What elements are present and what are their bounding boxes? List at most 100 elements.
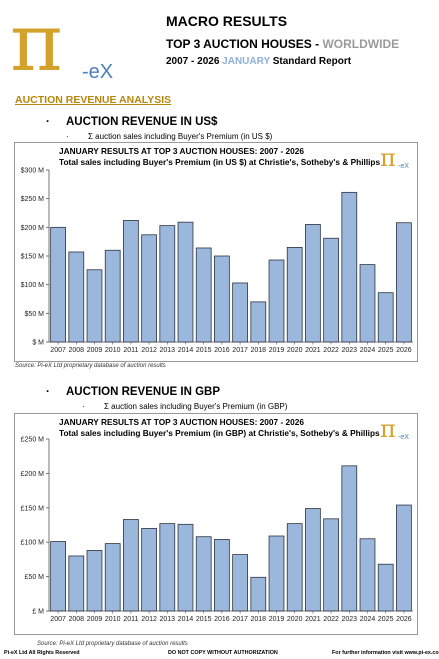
x-tick-label: 2025 bbox=[378, 616, 394, 623]
bar-2011 bbox=[123, 220, 139, 343]
gbp-subheading: Σ auction sales including Buyer's Premiu… bbox=[104, 402, 288, 411]
bar-2011 bbox=[123, 519, 139, 612]
x-tick-label: 2011 bbox=[123, 347, 138, 354]
y-tick-label: £200 M bbox=[21, 471, 45, 478]
y-tick-label: $ M bbox=[32, 340, 44, 347]
bar-2024 bbox=[359, 264, 376, 343]
gbp-chart-logo-symbol: π bbox=[380, 417, 396, 441]
x-tick-label: 2017 bbox=[232, 616, 248, 623]
footer-right[interactable]: For further information visit www.pi-ex.… bbox=[332, 650, 439, 656]
x-tick-label: 2025 bbox=[378, 347, 394, 354]
usd-heading-row: · AUCTION REVENUE IN US$ bbox=[46, 116, 217, 128]
y-tick-label: £50 M bbox=[25, 574, 45, 581]
bar-2013 bbox=[159, 523, 176, 612]
report-month: JANUARY bbox=[222, 56, 270, 67]
gbp-bullet: · bbox=[46, 386, 50, 398]
x-tick-label: 2009 bbox=[87, 616, 103, 623]
bar-2016 bbox=[214, 539, 230, 612]
bar-2018 bbox=[250, 576, 267, 612]
x-tick-label: 2026 bbox=[396, 347, 412, 354]
bar-2019 bbox=[268, 259, 285, 343]
x-tick-label: 2019 bbox=[269, 347, 285, 354]
usd-heading: AUCTION REVENUE IN US$ bbox=[66, 116, 218, 128]
x-tick-label: 2009 bbox=[87, 347, 103, 354]
usd-chart-logo: π -eX bbox=[380, 146, 409, 170]
gbp-heading-row: · AUCTION REVENUE IN GBP bbox=[46, 386, 220, 398]
x-tick-label: 2011 bbox=[123, 616, 138, 623]
page-title: MACRO RESULTS bbox=[166, 13, 288, 29]
logo-text: -eX bbox=[82, 61, 113, 83]
x-tick-label: 2016 bbox=[214, 616, 230, 623]
usd-chart-logo-symbol: π bbox=[380, 146, 396, 170]
bar-2015 bbox=[195, 247, 212, 343]
bar-2024 bbox=[359, 538, 376, 612]
x-tick-label: 2022 bbox=[323, 616, 339, 623]
gbp-chart-title-2: Total sales including Buyer's Premium (i… bbox=[59, 428, 380, 438]
bar-2021 bbox=[305, 224, 321, 343]
report-line: 2007 - 2026 JANUARY Standard Report bbox=[166, 56, 351, 67]
bar-2026 bbox=[396, 222, 412, 343]
gbp-chart-title-1: JANUARY RESULTS AT TOP 3 AUCTION HOUSES:… bbox=[59, 417, 304, 427]
x-tick-label: 2014 bbox=[178, 347, 194, 354]
gbp-subheading-row: · Σ auction sales including Buyer's Premi… bbox=[82, 402, 287, 411]
bar-2017 bbox=[232, 554, 248, 612]
bar-2007 bbox=[50, 226, 66, 343]
bar-2012 bbox=[141, 528, 157, 612]
y-tick-label: £ M bbox=[32, 609, 44, 616]
x-tick-label: 2015 bbox=[196, 616, 212, 623]
bar-2022 bbox=[323, 237, 339, 343]
x-tick-label: 2026 bbox=[396, 616, 412, 623]
bar-2010 bbox=[104, 543, 121, 612]
x-tick-label: 2010 bbox=[105, 616, 121, 623]
x-tick-label: 2008 bbox=[69, 616, 85, 623]
x-tick-label: 2012 bbox=[141, 616, 157, 623]
x-tick-label: 2022 bbox=[323, 347, 339, 354]
gbp-sub-bullet: · bbox=[82, 402, 85, 411]
gbp-bar-chart: £ M £50 M £100 M £150 M £200 M £250 M 2007 2008… bbox=[21, 437, 413, 623]
usd-subheading-row: · Σ auction sales including Buyer's Premi… bbox=[66, 132, 272, 141]
usd-source-note: Source: Pi-eX Ltd proprietary database o… bbox=[15, 363, 166, 369]
bar-2021 bbox=[305, 508, 321, 612]
bar-2007 bbox=[50, 541, 66, 612]
report-type: Standard Report bbox=[272, 56, 352, 67]
bar-2022 bbox=[323, 518, 339, 612]
gbp-chart-box: JANUARY RESULTS AT TOP 3 AUCTION HOUSES:… bbox=[14, 413, 418, 635]
bar-2019 bbox=[268, 535, 285, 612]
pi-ex-logo: π -eX bbox=[10, 4, 113, 84]
gbp-chart-logo: π -eX bbox=[380, 417, 409, 441]
usd-sub-bullet: · bbox=[66, 132, 69, 141]
bar-2014 bbox=[177, 523, 194, 612]
usd-bullet: · bbox=[46, 116, 50, 128]
x-tick-label: 2020 bbox=[287, 347, 303, 354]
x-tick-label: 2018 bbox=[251, 347, 267, 354]
x-tick-label: 2024 bbox=[360, 347, 376, 354]
x-tick-label: 2010 bbox=[105, 347, 121, 354]
gbp-source-note: Source: Pi-eX Ltd proprietary database o… bbox=[37, 641, 188, 647]
y-tick-label: £100 M bbox=[21, 540, 45, 547]
x-tick-label: 2015 bbox=[196, 347, 212, 354]
bar-2020 bbox=[286, 523, 303, 612]
report-years: 2007 - 2026 bbox=[166, 56, 220, 67]
bar-2023 bbox=[341, 465, 358, 612]
bar-2013 bbox=[159, 225, 176, 343]
x-tick-label: 2021 bbox=[305, 616, 321, 623]
bar-2014 bbox=[177, 221, 194, 343]
y-tick-label: £150 M bbox=[21, 505, 45, 512]
bar-2016 bbox=[214, 255, 230, 343]
x-tick-label: 2017 bbox=[232, 347, 248, 354]
bar-2020 bbox=[286, 247, 303, 343]
page-subtitle: TOP 3 AUCTION HOUSES - WORLDWIDE bbox=[166, 37, 399, 51]
x-tick-label: 2007 bbox=[50, 347, 66, 354]
usd-subheading: Σ auction sales including Buyer's Premiu… bbox=[88, 132, 273, 141]
x-tick-label: 2019 bbox=[269, 616, 285, 623]
x-tick-label: 2020 bbox=[287, 616, 303, 623]
usd-chart-box: JANUARY RESULTS AT TOP 3 AUCTION HOUSES:… bbox=[14, 142, 418, 362]
bar-2018 bbox=[250, 301, 267, 343]
subtitle-accent: WORLDWIDE bbox=[322, 37, 400, 51]
bar-2008 bbox=[68, 251, 85, 343]
usd-chart-title-2: Total sales including Buyer's Premium (i… bbox=[59, 157, 381, 167]
bar-2008 bbox=[68, 555, 85, 612]
y-tick-label: $300 M bbox=[21, 168, 45, 175]
x-tick-label: 2013 bbox=[160, 347, 176, 354]
logo-symbol: π bbox=[10, 4, 63, 84]
